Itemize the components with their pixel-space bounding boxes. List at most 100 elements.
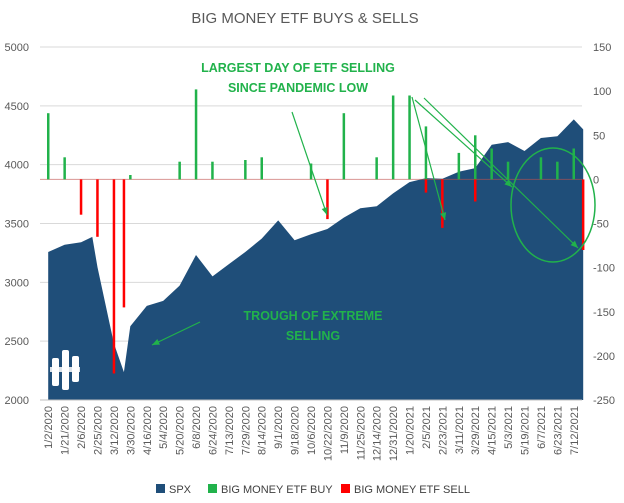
x-tick-label: 3/30/2020 <box>125 406 137 455</box>
highlight-circle <box>510 147 596 263</box>
x-tick-label: 6/24/2020 <box>207 406 219 455</box>
x-tick-label: 12/14/2020 <box>372 406 384 461</box>
buy-bar <box>572 148 575 180</box>
buy-bar <box>260 157 263 180</box>
sell-bar <box>441 179 444 228</box>
x-tick-label: 3/11/2021 <box>454 406 466 454</box>
left-tick-label: 3500 <box>5 219 29 231</box>
buy-bar <box>408 95 411 180</box>
annotation-arrows <box>151 96 579 346</box>
left-tick-label: 3000 <box>5 277 29 289</box>
right-tick-label: -200 <box>593 351 615 363</box>
buy-bar <box>424 126 428 180</box>
arrow-line <box>414 99 513 188</box>
arrow-line <box>151 321 201 346</box>
legend-label-spx: SPX <box>169 484 192 496</box>
arrow-line <box>423 97 579 249</box>
sell-bar <box>79 179 83 215</box>
annotation-arrow <box>151 321 201 346</box>
x-tick-label: 6/7/2021 <box>536 406 548 449</box>
left-tick-label: 4000 <box>5 160 29 172</box>
right-tick-label: -150 <box>593 307 615 319</box>
buy-bar <box>309 163 313 180</box>
left-tick-label: 4500 <box>5 101 29 113</box>
annotation-line-3: TROUGH OF EXTREME <box>244 309 383 323</box>
annotation-line-1: LARGEST DAY OF ETF SELLING <box>201 61 395 75</box>
x-tick-label: 3/29/2021 <box>470 406 482 455</box>
x-tick-label: 2/25/2020 <box>92 406 104 455</box>
buy-bar <box>375 157 378 180</box>
right-axis: -250 -200 -150 -100 -50 0 50 100 150 <box>593 42 615 407</box>
x-tick-label: 6/8/2020 <box>191 406 203 449</box>
x-tick-label: 1/21/2020 <box>60 406 72 455</box>
spx-area-layer <box>48 119 584 401</box>
chart-title: BIG MONEY ETF BUYS & SELLS <box>191 10 418 27</box>
right-tick-label: 100 <box>593 86 611 98</box>
annotation-arrow <box>411 96 447 221</box>
left-axis: 2000 2500 3000 3500 4000 4500 5000 <box>5 42 29 407</box>
arrow-head <box>321 207 328 215</box>
right-tick-label: 50 <box>593 130 605 142</box>
annotation-line-4: SELLING <box>286 329 340 343</box>
buy-bar <box>391 95 395 180</box>
x-tick-label: 2/5/2021 <box>421 406 433 449</box>
buy-bar <box>47 113 50 180</box>
buy-bar <box>457 152 461 180</box>
legend-swatch-buy <box>208 484 217 493</box>
x-tick-label: 2/6/2020 <box>76 406 88 449</box>
right-tick-label: 150 <box>593 42 611 54</box>
buy-bar <box>129 175 132 180</box>
buy-bar <box>556 161 559 180</box>
x-tick-label: 6/23/2021 <box>552 406 564 455</box>
x-tick-label: 7/13/2020 <box>224 406 236 455</box>
right-tick-label: -250 <box>593 395 615 407</box>
legend: SPX BIG MONEY ETF BUY BIG MONEY ETF SELL <box>156 484 470 496</box>
buy-bar <box>194 89 198 180</box>
arrow-head <box>152 339 160 345</box>
x-axis: 1/2/2020 1/21/2020 2/6/2020 2/25/2020 3/12/2… <box>40 399 582 461</box>
x-tick-label: 9/18/2020 <box>290 406 302 455</box>
buy-bar <box>178 161 181 180</box>
buy-bar <box>342 113 346 180</box>
right-tick-label: -100 <box>593 263 615 275</box>
buy-bar <box>211 161 214 180</box>
annotation-arrow <box>423 97 579 249</box>
x-tick-label: 1/2/2020 <box>43 406 55 449</box>
sell-bar <box>424 179 428 193</box>
x-tick-label: 10/6/2020 <box>306 406 318 455</box>
buy-bar <box>506 161 510 180</box>
x-tick-label: 1/20/2021 <box>405 406 417 455</box>
x-tick-label: 5/3/2021 <box>503 406 515 449</box>
legend-swatch-spx <box>156 484 165 493</box>
right-tick-label: 0 <box>593 174 599 186</box>
arrow-line <box>411 96 446 221</box>
x-tick-label: 4/16/2020 <box>142 406 154 455</box>
left-tick-label: 2000 <box>5 395 29 407</box>
annotation-trough: TROUGH OF EXTREME SELLING <box>244 309 383 343</box>
buy-bar <box>63 157 66 180</box>
sell-bar <box>581 179 585 250</box>
buy-bar <box>244 160 247 180</box>
legend-label-sell: BIG MONEY ETF SELL <box>354 484 470 496</box>
right-tick-label: -50 <box>593 219 609 231</box>
x-tick-label: 7/29/2020 <box>240 406 252 455</box>
left-tick-label: 2500 <box>5 336 29 348</box>
x-tick-label: 5/19/2021 <box>520 406 532 455</box>
x-tick-label: 3/12/2020 <box>109 406 121 455</box>
sell-bar <box>326 179 329 220</box>
annotation-arrow <box>291 111 328 216</box>
x-tick-label: 5/4/2020 <box>158 406 170 449</box>
x-tick-label: 9/1/2020 <box>273 406 285 449</box>
legend-label-buy: BIG MONEY ETF BUY <box>221 484 333 496</box>
sell-bar <box>96 179 99 237</box>
annotation-largest-selling: LARGEST DAY OF ETF SELLING SINCE PANDEMI… <box>201 61 395 95</box>
x-tick-label: 10/22/2020 <box>322 406 334 461</box>
sell-bar <box>112 179 116 374</box>
arrow-head <box>570 240 578 248</box>
logo-icon <box>50 350 80 390</box>
x-tick-label: 2/23/2021 <box>437 406 449 455</box>
annotation-arrow <box>414 99 513 188</box>
x-tick-label: 11/25/2020 <box>355 406 367 460</box>
x-tick-label: 11/9/2020 <box>339 406 351 454</box>
